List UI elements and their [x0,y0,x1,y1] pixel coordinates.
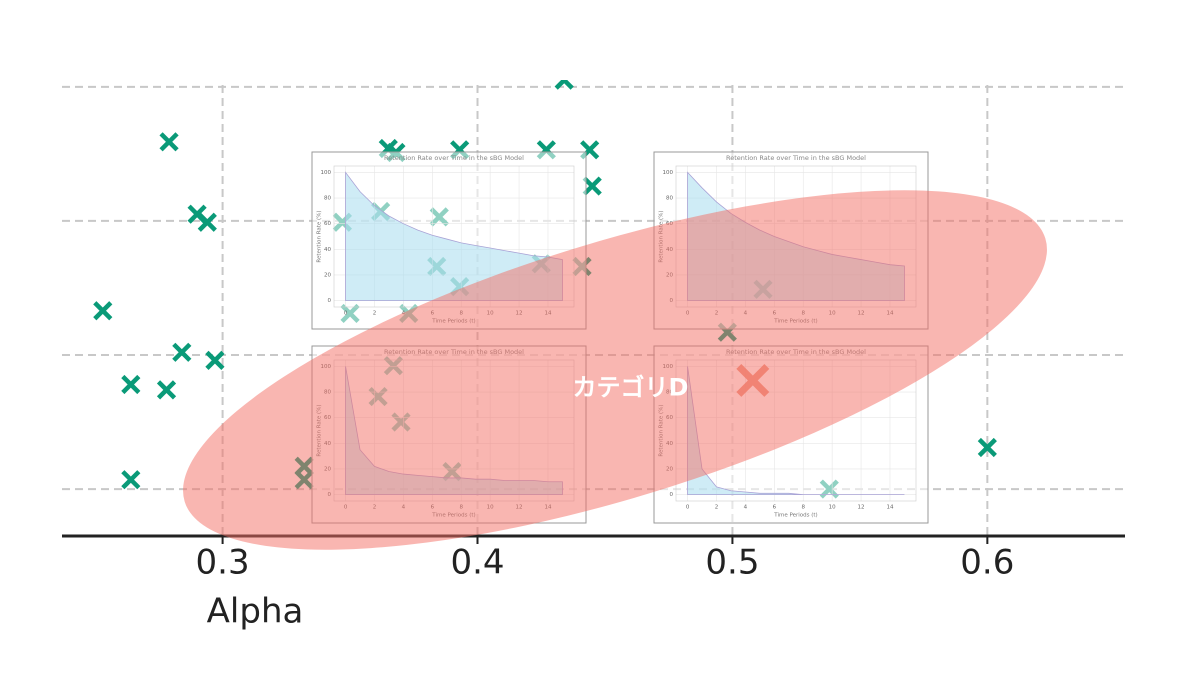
marker-stroke [121,374,141,395]
annotation: カテゴリD [573,373,689,401]
area [687,366,905,495]
x-tick-label: 0.5 [705,543,759,583]
y-tick-label: 20 [324,272,331,278]
y-tick-label: 40 [324,247,331,253]
marker-stroke [736,363,770,397]
point [93,301,113,321]
point [121,374,141,395]
y-tick-label: 0 [328,298,332,304]
y-tick-label: 80 [324,196,331,202]
x-tick-label: 0 [344,311,348,317]
y-tick-label: 100 [663,170,674,176]
x-tick-label: 6 [773,505,777,511]
marker-stroke [977,437,997,458]
marker-stroke [156,380,177,400]
marker-stroke [187,204,207,224]
inset-x-label: Time Periods (t) [773,513,817,519]
y-tick-label: 80 [666,196,673,202]
x-tick-label: 12 [858,505,865,511]
x-tick-label: 0.6 [960,543,1014,583]
marker-stroke [582,176,602,196]
marker-stroke [554,80,568,90]
x-tick-label: 2 [373,311,377,317]
y-tick-label: 60 [324,221,331,227]
point [197,212,217,232]
point [121,470,141,490]
inset-y-label: Retention Rate (%) [317,210,323,262]
marker-stroke [159,132,179,152]
marker-stroke [197,212,217,232]
point [172,342,192,362]
highlight-point [736,363,770,397]
x-tick-label: 14 [886,505,893,511]
marker-stroke [172,342,192,362]
point [156,380,177,400]
point [977,437,997,458]
point [205,350,225,370]
y-tick-label: 0 [670,492,674,498]
marker-stroke [205,350,225,370]
x-tick-label: 0 [686,505,690,511]
point [582,176,602,196]
point [554,80,574,90]
x-tick-label: 0.3 [196,543,250,583]
y-tick-label: 100 [321,170,332,176]
x-tick-label: 2 [715,505,719,511]
x-tick-label: 10 [829,505,836,511]
point [159,132,179,152]
x-tick-label: 8 [801,505,805,511]
highlight-ellipse [183,190,1047,550]
marker-stroke [121,470,141,490]
x-tick-label: 0.4 [450,543,504,583]
marker-stroke [93,301,113,321]
x-tick-label: 4 [744,505,748,511]
inset-title: Retention Rate over Time in the sBG Mode… [726,154,866,162]
x-axis-label: Alpha [207,592,304,632]
inset-title: Retention Rate over Time in the sBG Mode… [384,154,524,162]
